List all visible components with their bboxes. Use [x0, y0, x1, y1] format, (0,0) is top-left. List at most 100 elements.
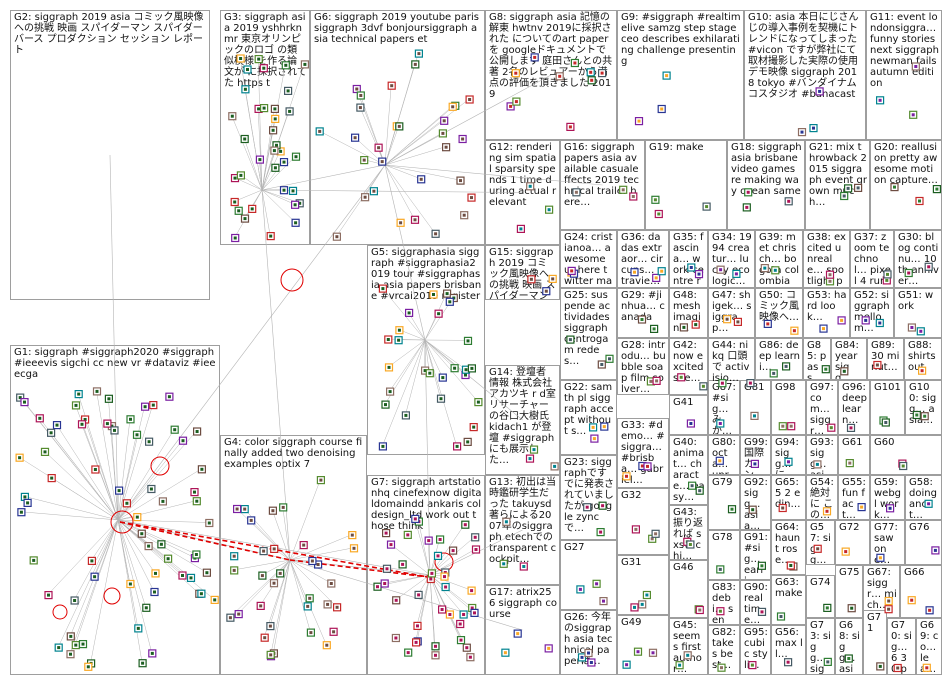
group-g100-label: G100: sigg… asia… — [909, 382, 937, 426]
group-g40-box: G40: animat… characte… easy… — [669, 435, 708, 505]
group-g76-label: G76 — [909, 522, 930, 533]
group-g27-label: G27 — [564, 542, 585, 553]
group-g8-box: G8: siggraph asia 記憶の解東 hwtnv 2019に採択された… — [485, 10, 617, 140]
group-g30-box: G30: blog continu… 10th anniver… — [894, 230, 942, 288]
group-g30-label: G30: blog continu… 10th anniver… — [898, 232, 939, 287]
group-g97-label: G97: com… siggr… — [810, 382, 838, 435]
group-g6-box: G6: siggraph 2019 youtube parissiggraph … — [310, 10, 485, 245]
group-g10-label: G10: asia 本日にじさんじの導入事例を契機にトレンドになってしまった #… — [748, 12, 861, 100]
group-g47-box: G47: shigek… siggrap… — [708, 288, 755, 338]
group-g75-box: G75 — [835, 565, 863, 618]
group-g65-label: G65: 5 2 edin… — [775, 477, 803, 510]
group-g70-box: G70: sig… 6 30 pm… — [887, 618, 916, 675]
group-g4-label: G4: color siggraph course finally added … — [224, 437, 363, 470]
group-g12-label: G12: rendering sim spatial sparsity spen… — [489, 142, 557, 208]
group-g91-box: G91: #sig… earli… — [740, 530, 771, 580]
group-g77-box: G77: saw one… — [870, 520, 905, 565]
group-g55-label: G55: fun fact… — [842, 477, 870, 520]
group-g5-label: G5: siggraphasia siggraph #siggraphasia2… — [371, 247, 482, 302]
group-g101-label: G101 — [874, 382, 901, 393]
group-g76-box: G76 — [905, 520, 942, 565]
group-g16-box: G16: siggraph papers asia available casu… — [560, 140, 645, 230]
group-g74-label: G74 — [810, 577, 831, 588]
group-g39-box: G39: met chrisch… bogota colombia — [755, 230, 803, 288]
group-g25-box: G25: suspende actividades siggraph centr… — [560, 288, 617, 380]
group-g60-label: G60 — [874, 437, 895, 448]
group-g4-box: G4: color siggraph course finally added … — [220, 435, 367, 675]
group-g14-box: G14: 登壇者 情報 株式会社アカツキ r d室 リサーチャーの谷口大樹氏 k… — [485, 365, 560, 475]
group-g64-box: G64: haunt rose… — [771, 520, 806, 575]
group-g40-label: G40: animat… characte… easy… — [673, 437, 705, 503]
group-g84-box: G84: year sigg… — [831, 338, 867, 380]
group-g5-box: G5: siggraphasia siggraph #siggraphasia2… — [367, 245, 485, 455]
group-g88-label: G88: shirts out — [908, 340, 939, 373]
group-g61-box: G61 — [838, 435, 870, 475]
group-g58-label: G58: doing anot… — [909, 477, 941, 520]
group-g67-box: G67: siggr… mich… — [863, 565, 900, 618]
group-g17-box: G17: atrix256 siggraph course — [485, 585, 560, 675]
group-g92-box: G92: sigg… asia… — [740, 475, 771, 530]
group-g38-label: G38: excited unreale… spotlight page… — [807, 232, 846, 287]
group-g19-label: G19: make — [649, 142, 704, 153]
group-g48-label: G48: mesh imagin… — [673, 290, 704, 334]
group-g69-box: G69: co… lea… su… — [916, 618, 942, 675]
group-g22-label: G22: samth pl siggraph accept without s… — [564, 382, 614, 437]
group-g50-box: G50: コミック風映像へ… — [755, 288, 803, 338]
group-g66-label: G66 — [904, 567, 925, 578]
group-g51-label: G51: work — [898, 290, 934, 312]
group-g10-box: G10: asia 本日にじさんじの導入事例を契機にトレンドになってしまった #… — [744, 10, 866, 140]
group-g36-box: G36: dadas extraor… circuns… atravie… — [617, 230, 669, 288]
group-g45-box: G45: seems first author… — [669, 618, 708, 675]
group-g100-box: G100: sigg… asia… — [905, 380, 942, 435]
group-g85-label: G85: pass… — [807, 340, 827, 380]
group-g9-box: G9: #siggraph #realtimelive samzg step s… — [617, 10, 744, 140]
group-g48-box: G48: mesh imagin… — [669, 288, 708, 338]
group-g11-label: G11: event londonsiggra… funny stories n… — [870, 12, 942, 89]
group-g37-box: G37: zoom technol… pixel 4 runs… — [850, 230, 894, 288]
group-g21-box: G21: mix throwback 2015 siggraph event g… — [805, 140, 870, 230]
group-g44-label: G44: nikq 口頭で activisio… — [712, 340, 750, 384]
group-g26-box: G26: 今年のsiggraph asia technical paperは… — [560, 610, 617, 675]
group-g49-box: G49 — [617, 615, 669, 675]
group-g13-label: G13: 初出は当時鑑研学生だった takuysd 著らによる2007年のsig… — [489, 477, 557, 565]
group-g14-label: G14: 登壇者 情報 株式会社アカツキ r d室 リサーチャーの谷口大樹氏 k… — [489, 367, 560, 466]
group-g21-label: G21: mix throwback 2015 siggraph event g… — [809, 142, 867, 208]
group-g16-label: G16: siggraph papers asia available casu… — [564, 142, 640, 208]
group-g79-box: G79 — [708, 475, 740, 530]
group-g96-label: G96: deep learn… — [842, 382, 870, 426]
group-g78-box: G78 — [708, 530, 740, 580]
group-g55-box: G55: fun fact… — [838, 475, 870, 520]
group-g35-label: G35: fascina… work centre research… — [673, 232, 704, 287]
group-g74-box: G74 — [806, 575, 835, 618]
group-g42-label: G42: now excited see… — [673, 340, 707, 384]
group-g20-box: G20: reallusion pretty awesome motion ca… — [870, 140, 942, 230]
group-g88-box: G88: shirts out — [904, 338, 942, 380]
group-g82-label: G82: takes best… — [712, 627, 740, 671]
group-g90-label: G90: real time… — [744, 582, 771, 625]
group-g66-box: G66 — [900, 565, 942, 618]
group-g92-label: G92: sigg… asia… — [744, 477, 771, 530]
group-g65-box: G65: 5 2 edin… — [771, 475, 806, 520]
group-g2-box: G2: siggraph 2019 asia コミック風映像への挑戦 映画 スパ… — [10, 10, 210, 300]
group-g15-label: G15: siggraph 2019 コミック風映像への挑戦 映画 スパイダーマ… — [489, 247, 556, 300]
group-g19-box: G19: make — [645, 140, 727, 230]
group-g24-box: G24: cristianoa… awesome ur here twitter… — [560, 230, 617, 288]
group-g34-box: G34: 1994 creatur… lucky ecologic… — [708, 230, 755, 288]
group-g63-label: G63: make — [775, 577, 803, 599]
group-g60-box: G60 — [870, 435, 942, 475]
group-g31-label: G31 — [621, 557, 642, 568]
group-g46-box: G46 — [669, 560, 708, 618]
group-g93-box: G93: sigg… asia… — [806, 435, 838, 475]
group-g83-box: G83: debi… sens… — [708, 580, 740, 625]
group-g96-box: G96: deep learn… — [838, 380, 870, 435]
group-g95-box: G95: cubic styli… — [740, 625, 771, 675]
group-g84-label: G84: year sigg… — [835, 340, 863, 380]
group-g71-label: G71 — [867, 612, 882, 634]
group-g38-box: G38: excited unreale… spotlight page… — [803, 230, 850, 288]
group-g17-label: G17: atrix256 siggraph course — [489, 587, 557, 620]
group-g86-box: G86: deep learni… — [755, 338, 803, 380]
group-g94-box: G94: sigg… にパ… — [771, 435, 806, 475]
group-g13-box: G13: 初出は当時鑑研学生だった takuysd 著らによる2007年のsig… — [485, 475, 560, 585]
group-g77-label: G77: saw one… — [874, 522, 902, 565]
